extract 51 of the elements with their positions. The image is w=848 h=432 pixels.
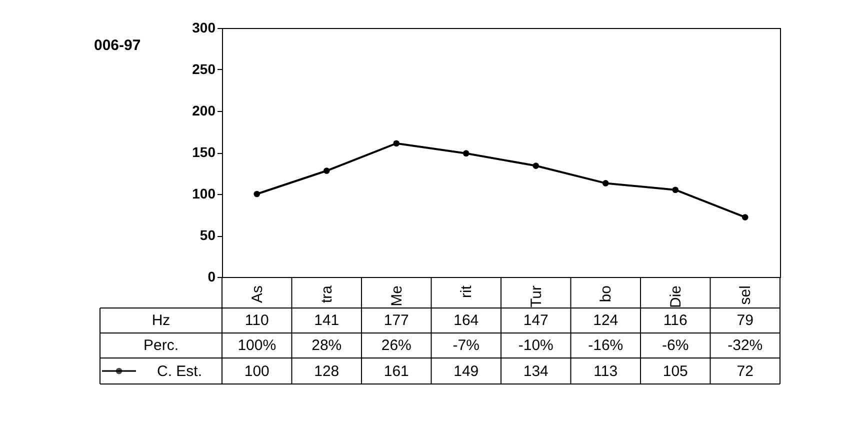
data-label: 100 [244, 363, 270, 380]
text: 147 [523, 312, 548, 329]
text: -6% [662, 337, 689, 354]
text: 141 [314, 312, 340, 329]
y-tick-label: 250 [192, 61, 216, 77]
x-tick-label: tra [318, 284, 336, 304]
text: -7% [452, 337, 480, 354]
text: 26% [381, 337, 412, 354]
x-tick-label: sel [737, 286, 754, 305]
legend-label: C. Est. [156, 363, 202, 380]
text: -10% [518, 337, 554, 354]
text: Hz [152, 312, 170, 329]
y-tick-label: 50 [200, 227, 216, 243]
text: -32% [728, 337, 763, 354]
point [323, 168, 330, 174]
y-tick-label: 200 [192, 102, 216, 118]
data-label: 161 [384, 363, 409, 380]
point [532, 162, 540, 169]
data-label: 149 [454, 363, 479, 380]
text: -16% [588, 337, 624, 354]
data-label: 128 [314, 363, 340, 380]
text: 110 [244, 312, 269, 329]
x-tick-label: bo [598, 286, 615, 302]
x-tick-label: Tur [528, 286, 545, 308]
point [254, 190, 260, 198]
data-label: 72 [736, 363, 754, 380]
x-tick-label: Die [667, 286, 684, 308]
text: Perc. [143, 337, 179, 354]
text: 100% [238, 337, 276, 354]
point [393, 140, 400, 147]
y-tick-label: 150 [192, 144, 216, 160]
text: 006-97 [94, 37, 141, 54]
text: 164 [454, 312, 479, 329]
point [672, 186, 679, 194]
text: 79 [736, 312, 754, 329]
point [742, 214, 748, 220]
text: 124 [593, 312, 618, 329]
x-tick-label: As [248, 286, 266, 304]
y-tick-label: 0 [208, 268, 216, 284]
x-tick-label: Me [388, 286, 406, 306]
text: 28% [312, 337, 342, 354]
y-tick-label: 100 [192, 186, 216, 202]
y-tick-label: 300 [192, 20, 216, 36]
data-label: 105 [662, 363, 688, 380]
point [462, 150, 470, 156]
text: 177 [384, 312, 409, 329]
data-label: 134 [523, 363, 548, 380]
text: 116 [663, 312, 688, 329]
x-tick-label: rit [458, 284, 476, 298]
point [602, 180, 609, 186]
data-label: 113 [594, 363, 618, 380]
